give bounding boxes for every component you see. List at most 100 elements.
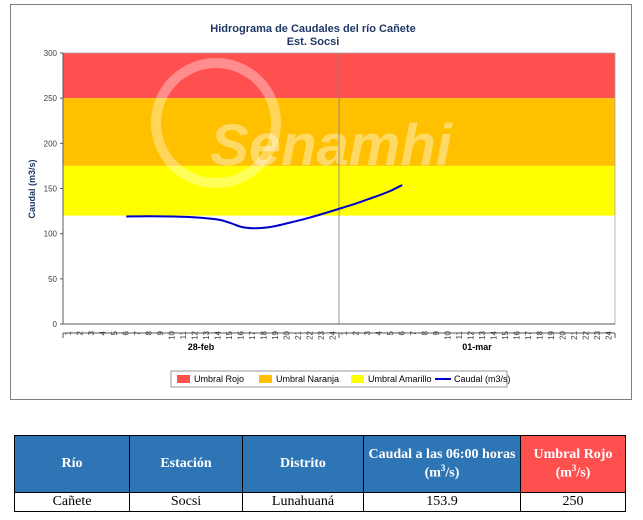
y-tick-label: 0 — [53, 320, 58, 329]
x-tick-labels: 1 2 3 4 5 6 7 8 9 10 11 12 13 14 15 16 17 18 19 20 21 22 23 24 1… — [64, 330, 614, 339]
x-tick-label: 3 — [363, 330, 372, 335]
header-estacion-label: Estación — [160, 456, 212, 471]
header-caudal: Caudal a las 06:00 horas (m3/s) — [363, 435, 521, 493]
x-tick-label: 4 — [374, 330, 383, 335]
x-tick-label: 19 — [271, 330, 280, 339]
header-rio-label: Río — [61, 456, 83, 471]
x-tick-label: 23 — [593, 330, 602, 339]
x-tick-label: 4 — [98, 330, 107, 335]
x-tick-label: 5 — [110, 330, 119, 335]
x-tick-label: 10 — [167, 330, 176, 339]
header-rio: Río — [14, 435, 130, 493]
x-tick-label: 22 — [305, 330, 314, 339]
x-tick-label: 8 — [144, 330, 153, 335]
cell-umbral-rojo: 250 — [520, 492, 626, 512]
x-tick-label: 23 — [317, 330, 326, 339]
station-table: Río Estación Distrito Caudal a las 06:00… — [14, 435, 626, 512]
x-tick-label: 7 — [133, 330, 142, 335]
header-caudal-unit-close: /s) — [445, 465, 460, 481]
legend-swatch — [351, 375, 364, 383]
legend-label: Caudal (m3/s) — [454, 374, 511, 384]
x-tick-label: 15 — [501, 330, 510, 339]
senamhi-watermark: Senamhi — [151, 58, 454, 188]
y-tick-label: 50 — [48, 275, 57, 284]
x-tick-label: 21 — [294, 330, 303, 339]
x-tick-label: 6 — [121, 330, 130, 335]
x-tick-label: 14 — [489, 330, 498, 339]
y-tick-label: 250 — [44, 94, 58, 103]
x-tick-label: 20 — [558, 330, 567, 339]
x-tick-label: 10 — [443, 330, 452, 339]
header-umbral-unit-exp: 3 — [571, 462, 577, 473]
legend-box — [170, 370, 508, 388]
header-estacion: Estación — [129, 435, 243, 493]
header-umbral-unit-open: (m — [555, 465, 572, 481]
x-tick-label: 17 — [248, 330, 257, 339]
cell-estacion: Socsi — [129, 492, 243, 512]
chart-axes — [60, 52, 616, 338]
header-caudal-unit-exp: 3 — [440, 462, 446, 473]
table-header-row: Río Estación Distrito Caudal a las 06:00… — [14, 435, 626, 493]
x-tick-label: 8 — [420, 330, 429, 335]
legend-swatch — [177, 375, 190, 383]
header-umbral-label: Umbral Rojo — [533, 446, 613, 462]
x-tick-label: 6 — [397, 330, 406, 335]
x-tick-label: 22 — [581, 330, 590, 339]
hydrograph-chart: Hidrograma de Caudales del río Cañete Es… — [27, 23, 616, 388]
x-tick-label: 19 — [547, 330, 556, 339]
header-distrito: Distrito — [242, 435, 364, 493]
x-tick-label: 24 — [328, 330, 337, 339]
x-tick-label: 16 — [512, 330, 521, 339]
x-tick-label: 1 — [340, 330, 349, 335]
x-tick-label: 5 — [386, 330, 395, 335]
header-distrito-label: Distrito — [280, 456, 326, 471]
x-tick-label: 13 — [478, 330, 487, 339]
header-umbral-unit-close: /s) — [576, 465, 591, 481]
watermark-text: Senamhi — [210, 113, 454, 178]
cell-distrito: Lunahuaná — [242, 492, 364, 512]
legend-label: Umbral Rojo — [194, 374, 244, 384]
x-tick-label: 14 — [213, 330, 222, 339]
series-lines — [126, 184, 403, 230]
table-row: Cañete Socsi Lunahuaná 153.9 250 — [14, 492, 626, 512]
x-tick-label: 16 — [236, 330, 245, 339]
x-tick-label: 18 — [259, 330, 268, 339]
x-tick-label: 13 — [202, 330, 211, 339]
x-tick-label: 21 — [570, 330, 579, 339]
x-tick-label: 17 — [524, 330, 533, 339]
header-caudal-label: Caudal a las 06:00 horas — [368, 446, 516, 462]
chart-frame: Hidrograma de Caudales del río Cañete Es… — [10, 4, 632, 400]
x-tick-label: 24 — [604, 330, 613, 339]
x-tick-label: 15 — [225, 330, 234, 339]
x-tick-label: 3 — [87, 330, 96, 335]
day-label: 01-mar — [462, 342, 492, 352]
header-umbral-rojo: Umbral Rojo (m3/s) — [520, 435, 626, 493]
x-tick-label: 2 — [351, 330, 360, 335]
header-caudal-unit-open: (m — [424, 465, 441, 481]
y-tick-label: 100 — [44, 230, 58, 239]
legend-label: Umbral Amarillo — [368, 374, 432, 384]
chart-subtitle: Est. Socsi — [287, 36, 340, 48]
chart-title: Hidrograma de Caudales del río Cañete — [210, 23, 415, 35]
cell-caudal: 153.9 — [363, 492, 521, 512]
y-tick-label: 200 — [44, 139, 58, 148]
y-tick-label: 150 — [44, 185, 58, 194]
legend-swatch — [259, 375, 272, 383]
y-axis-title: Caudal (m3/s) — [27, 159, 37, 218]
x-tick-label: 11 — [455, 330, 464, 339]
x-tick-label: 9 — [432, 330, 441, 335]
day-labels: 28-feb 01-mar — [188, 342, 493, 352]
x-tick-label: 12 — [190, 330, 199, 339]
x-tick-label: 9 — [156, 330, 165, 335]
y-tick-labels: 0 50 100 150 200 250 300 — [44, 49, 58, 329]
cell-rio: Cañete — [14, 492, 130, 512]
y-tick-label: 300 — [44, 49, 58, 58]
x-tick-label: 12 — [466, 330, 475, 339]
legend-label: Umbral Naranja — [276, 374, 339, 384]
x-tick-label: 2 — [75, 330, 84, 335]
series-line-caudal — [126, 184, 403, 230]
x-tick-label: 1 — [64, 330, 73, 335]
x-tick-label: 11 — [179, 330, 188, 339]
x-tick-label: 7 — [409, 330, 418, 335]
x-tick-label: 18 — [535, 330, 544, 339]
